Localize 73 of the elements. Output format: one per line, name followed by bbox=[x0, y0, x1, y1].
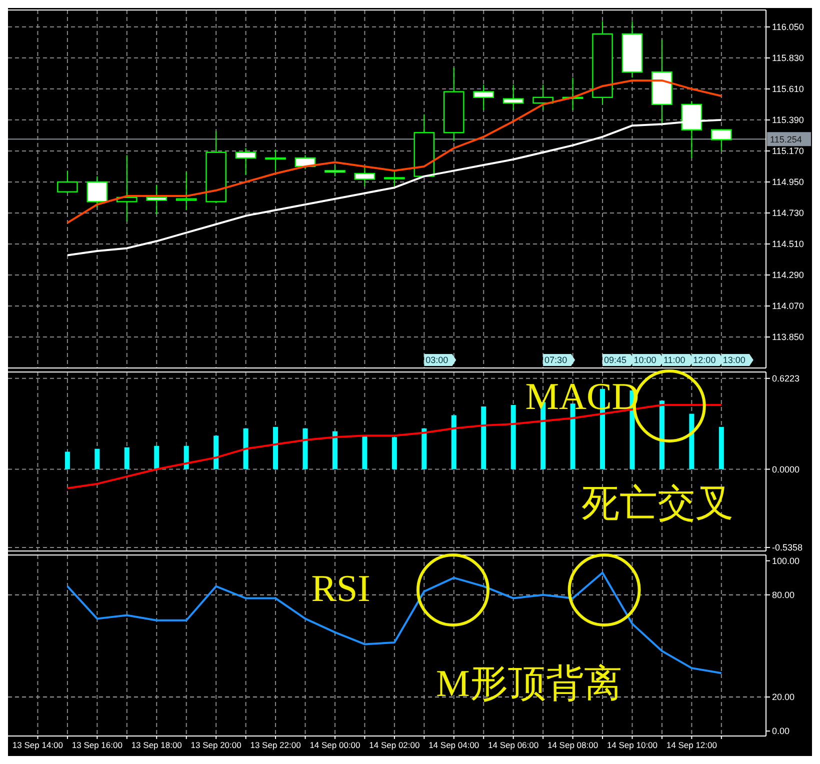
bar bbox=[214, 436, 219, 470]
annotation: 09:45 bbox=[604, 355, 627, 366]
annotation: 13:00 bbox=[722, 355, 746, 366]
y-tick-label: 114.510 bbox=[772, 239, 804, 250]
candlestick bbox=[354, 167, 376, 187]
y-tick-label: 100.00 bbox=[772, 556, 800, 566]
y-tick-label: 115.830 bbox=[772, 53, 804, 64]
bar bbox=[362, 436, 368, 470]
y-tick-label: -0.5358 bbox=[772, 542, 803, 553]
x-tick-label: 14 Sep 08:00 bbox=[547, 740, 598, 750]
annotation: 10:00 bbox=[634, 355, 656, 366]
candlestick bbox=[57, 170, 78, 194]
bar bbox=[689, 414, 694, 470]
y-tick-label: 115.390 bbox=[772, 115, 804, 126]
y-tick-label: 0.0000 bbox=[772, 464, 800, 474]
annotation: 07:30 bbox=[544, 355, 568, 366]
y-tick-label: 114.070 bbox=[772, 301, 804, 312]
candlestick bbox=[502, 84, 524, 111]
bar bbox=[184, 446, 189, 470]
annotation: 12:00 bbox=[693, 355, 716, 366]
y-tick-label: 114.730 bbox=[772, 208, 804, 218]
y-tick-label: 115.170 bbox=[772, 146, 804, 156]
bar bbox=[451, 415, 456, 470]
y-tick-label: 116.050 bbox=[772, 22, 804, 32]
x-tick-label: 13 Sep 22:00 bbox=[250, 740, 302, 750]
bar bbox=[94, 448, 100, 470]
candlestick bbox=[711, 129, 732, 152]
y-tick-label: 113.850 bbox=[772, 332, 804, 342]
candlestick bbox=[265, 149, 286, 172]
bar bbox=[659, 400, 664, 470]
annotation: 11:00 bbox=[663, 355, 686, 366]
x-tick-label: 14 Sep 04:00 bbox=[428, 740, 480, 750]
y-tick-label: 80.00 bbox=[772, 590, 795, 600]
x-tick-label: 14 Sep 12:00 bbox=[666, 740, 718, 750]
bar bbox=[422, 428, 427, 470]
candlestick bbox=[473, 84, 494, 111]
candlestick bbox=[86, 176, 108, 208]
bar bbox=[273, 426, 278, 470]
y-tick-label: 114.950 bbox=[772, 177, 804, 188]
line-series bbox=[66, 79, 722, 224]
annotation: 03:00 bbox=[426, 355, 448, 366]
x-tick-label: 13 Sep 16:00 bbox=[72, 740, 123, 750]
x-tick-label: 14 Sep 00:00 bbox=[310, 740, 361, 750]
bar bbox=[124, 447, 130, 470]
x-tick-label: 13 Sep 20:00 bbox=[190, 740, 242, 750]
bar bbox=[302, 428, 308, 470]
x-tick-label: 13 Sep 14:00 bbox=[12, 740, 64, 750]
annotation: M形顶背离 bbox=[436, 663, 622, 705]
y-tick-label: 115.610 bbox=[772, 84, 804, 94]
annotation: 死亡交叉 bbox=[582, 483, 734, 525]
ref-line-label: 115.254 bbox=[770, 134, 802, 144]
bar bbox=[481, 406, 486, 470]
x-tick-label: 14 Sep 06:00 bbox=[488, 740, 539, 750]
x-tick-label: 14 Sep 10:00 bbox=[606, 740, 658, 750]
bar bbox=[718, 426, 724, 470]
y-tick-label: 0.00 bbox=[772, 726, 790, 736]
x-tick-label: 13 Sep 18:00 bbox=[131, 740, 182, 750]
candlestick bbox=[176, 172, 197, 211]
y-tick-label: 114.290 bbox=[772, 270, 804, 280]
candlestick bbox=[235, 148, 256, 176]
x-tick-label: 14 Sep 02:00 bbox=[369, 740, 420, 750]
candlestick bbox=[116, 154, 138, 222]
bar bbox=[392, 437, 397, 470]
bar bbox=[243, 428, 248, 470]
bar bbox=[154, 446, 160, 470]
bar bbox=[332, 431, 338, 470]
candlestick bbox=[384, 172, 405, 187]
bar bbox=[64, 452, 70, 470]
candlestick bbox=[146, 184, 168, 215]
candlestick bbox=[324, 164, 346, 177]
y-tick-label: 0.6223 bbox=[772, 374, 800, 384]
bar bbox=[510, 404, 516, 470]
y-tick-label: 20.00 bbox=[772, 692, 795, 702]
